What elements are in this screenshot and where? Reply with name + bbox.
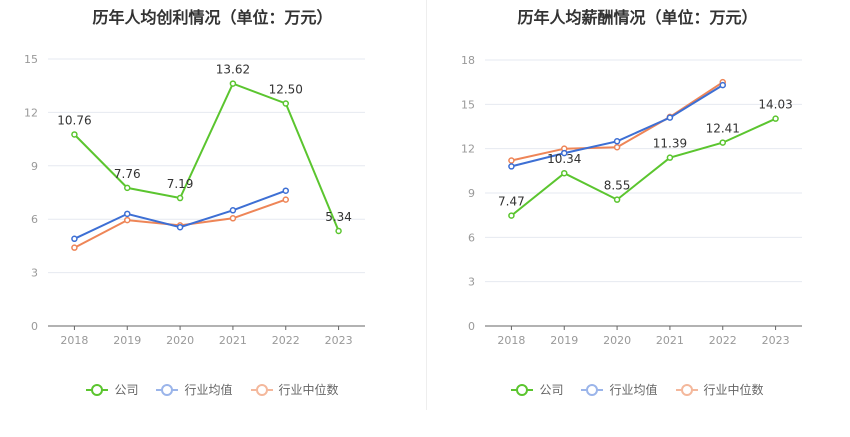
x-tick-label: 2020 <box>166 334 194 347</box>
data-label: 11.39 <box>653 137 687 151</box>
legend-swatch-icon <box>86 383 109 396</box>
data-point <box>229 80 237 87</box>
data-label: 14.03 <box>758 98 792 112</box>
data-point <box>71 244 78 251</box>
legend-item-industry-median[interactable]: 行业中位数 <box>675 381 764 398</box>
y-tick-label: 15 <box>24 53 38 66</box>
data-point <box>282 187 289 194</box>
legend-label: 行业中位数 <box>703 383 764 397</box>
legend-item-company[interactable]: 公司 <box>511 381 563 398</box>
chart-plot: 0 3 6 9 12 15 2018 2019 2020 2021 2022 2023 10.76 7.7… <box>24 53 365 347</box>
panel-divider <box>426 0 427 410</box>
data-point <box>613 196 621 203</box>
data-point <box>772 115 779 122</box>
y-tick-label: 3 <box>468 276 475 289</box>
y-tick-label: 0 <box>468 320 475 333</box>
data-point <box>508 157 515 164</box>
data-label: 13.62 <box>216 63 250 77</box>
legend-label: 公司 <box>539 383 564 397</box>
legend-item-company[interactable]: 公司 <box>86 381 138 398</box>
chart-title: 历年人均薪酬情况（单位：万元） <box>517 8 758 27</box>
legend-swatch-icon <box>581 383 604 396</box>
data-point <box>124 184 131 192</box>
data-point <box>666 114 674 121</box>
data-point <box>508 212 515 219</box>
data-label: 7.76 <box>114 167 141 181</box>
data-point <box>229 207 237 214</box>
y-tick-label: 3 <box>31 267 38 280</box>
chart-legend: 公司 行业均值 行业中位数 <box>425 381 850 398</box>
data-point <box>508 163 515 170</box>
x-tick-label: 2023 <box>325 334 353 347</box>
legend-label: 行业中位数 <box>278 383 339 397</box>
x-tick-label: 2019 <box>113 334 141 347</box>
data-label: 10.34 <box>547 152 581 166</box>
legend-swatch-icon <box>250 383 273 396</box>
legend-label: 行业均值 <box>609 383 658 397</box>
legend-swatch-icon <box>511 383 534 396</box>
legend-label: 行业均值 <box>184 383 233 397</box>
x-tick-label: 2018 <box>497 334 525 347</box>
data-point <box>666 154 674 161</box>
y-tick-label: 6 <box>468 231 475 244</box>
data-point <box>561 169 568 177</box>
y-tick-label: 9 <box>468 187 475 200</box>
chart-legend: 公司 行业均值 行业中位数 <box>0 381 425 398</box>
data-point <box>613 143 621 151</box>
data-point <box>335 227 342 235</box>
data-label: 12.41 <box>706 122 740 136</box>
y-tick-label: 6 <box>31 213 38 226</box>
y-tick-label: 12 <box>24 106 38 119</box>
x-tick-label: 2019 <box>550 334 578 347</box>
data-point <box>719 139 726 146</box>
y-tick-label: 9 <box>31 160 38 173</box>
chart-plot: 0 3 6 9 12 15 18 2018 2019 2020 2021 2022 2023 7.47 10… <box>461 54 802 347</box>
data-point <box>561 149 568 157</box>
legend-swatch-icon <box>675 383 698 396</box>
legend-label: 公司 <box>114 383 139 397</box>
data-point <box>719 81 726 89</box>
series-line <box>510 117 777 217</box>
data-point <box>176 194 184 202</box>
x-tick-label: 2022 <box>709 334 737 347</box>
legend-item-industry-avg[interactable]: 行业均值 <box>581 381 658 398</box>
data-point <box>282 196 289 203</box>
x-tick-label: 2020 <box>603 334 631 347</box>
chart-panel-profit: 历年人均创利情况（单位：万元） 0 3 6 9 12 15 2018 2019 2020 2021… <box>0 8 425 398</box>
data-label: 12.50 <box>269 83 303 97</box>
data-point <box>176 223 184 231</box>
legend-item-industry-avg[interactable]: 行业均值 <box>156 381 233 398</box>
y-tick-label: 0 <box>31 320 38 333</box>
data-label: 7.19 <box>167 177 194 191</box>
data-point <box>229 215 237 222</box>
data-point <box>71 235 78 243</box>
x-tick-label: 2021 <box>219 334 247 347</box>
y-tick-label: 18 <box>461 54 475 67</box>
chart-panel-salary: 历年人均薪酬情况（单位：万元） 0 3 6 9 12 15 18 2018 2019 2020 20… <box>425 0 850 437</box>
legend-item-industry-median[interactable]: 行业中位数 <box>250 381 339 398</box>
chart-title: 历年人均创利情况（单位：万元） <box>92 8 333 27</box>
data-point <box>124 216 131 224</box>
series-line <box>73 82 340 232</box>
x-tick-label: 2022 <box>272 334 300 347</box>
data-label: 10.76 <box>57 113 91 127</box>
data-label: 5.34 <box>325 210 352 224</box>
x-tick-label: 2018 <box>60 334 88 347</box>
data-label: 7.47 <box>498 195 525 209</box>
x-tick-label: 2021 <box>656 334 684 347</box>
x-tick-label: 2023 <box>762 334 790 347</box>
data-point <box>282 100 289 107</box>
data-label: 8.55 <box>604 179 631 193</box>
data-point <box>613 138 621 145</box>
y-tick-label: 12 <box>461 143 475 156</box>
data-point <box>124 210 131 218</box>
legend-swatch-icon <box>156 383 179 396</box>
data-point <box>71 131 78 138</box>
y-tick-label: 15 <box>461 98 475 111</box>
